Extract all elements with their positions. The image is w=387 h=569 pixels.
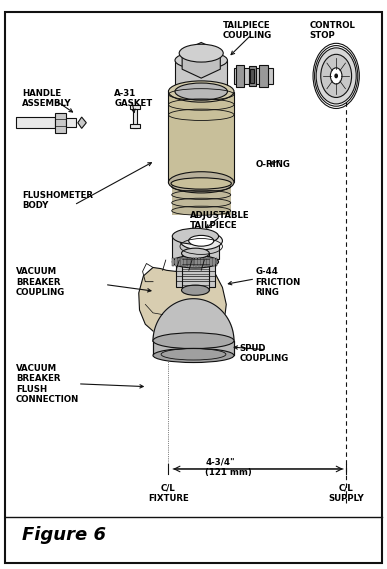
Ellipse shape xyxy=(168,172,234,193)
FancyBboxPatch shape xyxy=(175,60,228,92)
FancyBboxPatch shape xyxy=(130,124,140,129)
FancyBboxPatch shape xyxy=(168,92,234,182)
FancyBboxPatch shape xyxy=(187,258,188,266)
Ellipse shape xyxy=(182,285,209,295)
FancyBboxPatch shape xyxy=(172,258,174,266)
FancyBboxPatch shape xyxy=(234,68,272,84)
Text: Figure 6: Figure 6 xyxy=(22,526,106,544)
FancyBboxPatch shape xyxy=(198,258,200,266)
Text: FLUSHOMETER
BODY: FLUSHOMETER BODY xyxy=(22,191,93,210)
FancyBboxPatch shape xyxy=(66,118,76,127)
Ellipse shape xyxy=(175,52,228,69)
FancyBboxPatch shape xyxy=(201,258,203,266)
Ellipse shape xyxy=(316,48,356,104)
FancyBboxPatch shape xyxy=(172,190,231,199)
FancyBboxPatch shape xyxy=(133,106,137,129)
FancyBboxPatch shape xyxy=(178,258,180,266)
Ellipse shape xyxy=(171,178,231,189)
FancyBboxPatch shape xyxy=(207,258,209,266)
FancyBboxPatch shape xyxy=(175,258,177,266)
FancyBboxPatch shape xyxy=(195,258,197,266)
FancyBboxPatch shape xyxy=(184,258,186,266)
FancyBboxPatch shape xyxy=(55,113,66,133)
FancyBboxPatch shape xyxy=(210,258,212,266)
FancyBboxPatch shape xyxy=(172,182,231,191)
Text: VACUUM
BREAKER
FLUSH
CONNECTION: VACUUM BREAKER FLUSH CONNECTION xyxy=(16,364,79,404)
Ellipse shape xyxy=(153,348,234,362)
Polygon shape xyxy=(139,267,226,339)
FancyBboxPatch shape xyxy=(172,198,231,207)
FancyBboxPatch shape xyxy=(130,105,140,109)
Text: G-44
FRICTION
RING: G-44 FRICTION RING xyxy=(255,267,300,297)
Text: VACUUM
BREAKER
COUPLING: VACUUM BREAKER COUPLING xyxy=(16,267,65,297)
FancyBboxPatch shape xyxy=(250,69,254,83)
FancyBboxPatch shape xyxy=(190,258,192,266)
FancyBboxPatch shape xyxy=(172,206,231,215)
Ellipse shape xyxy=(335,74,337,77)
FancyBboxPatch shape xyxy=(216,258,217,266)
Text: SPUD
COUPLING: SPUD COUPLING xyxy=(240,344,289,364)
Text: A-31
GASKET: A-31 GASKET xyxy=(115,89,153,108)
Text: HANDLE
ASSEMBLY: HANDLE ASSEMBLY xyxy=(22,89,72,108)
Ellipse shape xyxy=(172,255,219,268)
Text: 4-3/4"
(121 mm): 4-3/4" (121 mm) xyxy=(205,457,252,477)
Text: CONTROL
STOP: CONTROL STOP xyxy=(309,20,355,40)
Text: C/L
FIXTURE: C/L FIXTURE xyxy=(148,483,189,502)
Polygon shape xyxy=(78,117,86,129)
Ellipse shape xyxy=(321,54,352,97)
FancyBboxPatch shape xyxy=(172,236,219,259)
Ellipse shape xyxy=(330,68,342,84)
FancyBboxPatch shape xyxy=(16,117,55,129)
FancyBboxPatch shape xyxy=(193,258,194,266)
Ellipse shape xyxy=(168,81,234,102)
FancyBboxPatch shape xyxy=(182,253,209,290)
Text: O-RING: O-RING xyxy=(255,160,290,168)
Ellipse shape xyxy=(189,236,214,246)
Text: C/L
SUPPLY: C/L SUPPLY xyxy=(328,483,364,502)
Ellipse shape xyxy=(172,228,219,244)
Text: TAILPIECE
COUPLING: TAILPIECE COUPLING xyxy=(223,20,272,40)
Ellipse shape xyxy=(153,333,234,349)
Ellipse shape xyxy=(179,44,223,62)
FancyBboxPatch shape xyxy=(181,258,183,266)
FancyBboxPatch shape xyxy=(213,258,214,266)
FancyBboxPatch shape xyxy=(204,258,206,266)
Ellipse shape xyxy=(175,83,228,100)
Ellipse shape xyxy=(180,232,223,250)
Polygon shape xyxy=(153,299,234,341)
FancyBboxPatch shape xyxy=(176,265,215,287)
Ellipse shape xyxy=(182,248,209,258)
FancyBboxPatch shape xyxy=(259,65,267,86)
Polygon shape xyxy=(182,43,220,78)
FancyBboxPatch shape xyxy=(236,65,245,86)
FancyBboxPatch shape xyxy=(153,341,234,356)
Text: ADJUSTABLE
TAILPIECE: ADJUSTABLE TAILPIECE xyxy=(190,211,249,230)
FancyBboxPatch shape xyxy=(248,66,255,85)
